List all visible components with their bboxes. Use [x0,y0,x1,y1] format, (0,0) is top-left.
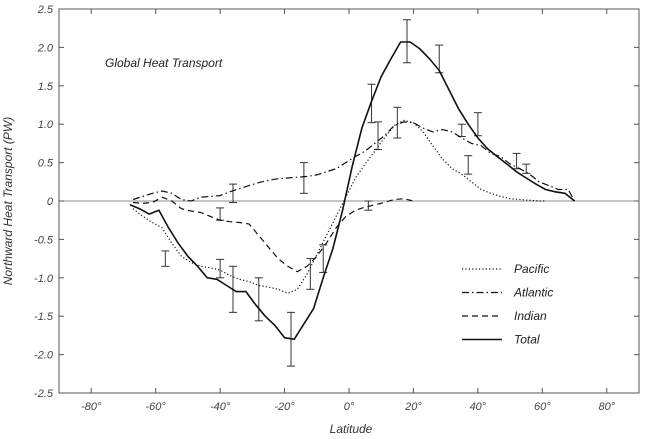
error-bar [364,200,373,211]
error-bar [464,155,473,175]
y-tick-label: 0 [47,196,54,208]
error-bar [522,163,531,174]
series-line-total [129,41,576,341]
y-tick-label: 2.5 [37,4,54,16]
series-line-indian [133,196,414,273]
error-bar [254,277,263,322]
error-bar [229,183,237,204]
y-tick-label: -1.5 [34,311,54,323]
error-bar [216,207,225,221]
y-tick-label: -1.0 [34,273,54,285]
y-tick-label: 2.0 [37,42,54,54]
error-bar [306,258,315,290]
x-axis-ticks: -80° -60° -40° -20° 0° 20° 40° 60° 80° [81,9,616,413]
legend-label-pacific: Pacific [514,262,549,276]
y-tick-label: 0.5 [38,158,54,170]
chart-title: Global Heat Transport [105,56,223,70]
series-lines [129,41,576,341]
x-tick-label: 80° [598,401,615,413]
x-tick-label: 60° [534,401,551,413]
x-tick-label: 40° [470,401,487,413]
error-bar [473,112,482,137]
legend-label-indian: Indian [514,309,547,323]
legend-label-atlantic: Atlantic [513,286,553,300]
legend: Pacific Atlantic Indian Total [462,262,553,347]
series-line-pacific [132,119,546,294]
y-tick-label: 1.5 [38,81,54,93]
error-bar [374,121,382,151]
y-tick-label: -0.5 [34,234,54,246]
x-tick-label: -20° [274,401,295,413]
error-bar [299,162,308,194]
x-tick-label: -80° [81,401,102,413]
y-tick-label: -2.5 [34,388,54,400]
x-axis-label: Latitude [330,422,373,436]
y-tick-label: 1.0 [38,119,54,131]
x-tick-label: 20° [404,401,422,413]
x-tick-label: -60° [146,401,167,413]
y-axis-label: Northward Heat Transport (PW) [1,117,15,286]
error-bar [161,250,170,267]
y-axis-ticks: 2.5 2.0 1.5 1.0 0.5 0 -0.5 -1.0 -1.5 -2.0 -2.5 [34,4,639,400]
error-bar [393,106,402,139]
error-bar [216,258,225,279]
x-tick-label: 0° [344,401,355,413]
error-bar [457,123,466,137]
x-tick-label: -40° [210,401,231,413]
legend-label-total: Total [514,333,540,347]
error-bar [435,44,444,74]
y-tick-label: -2.0 [34,350,54,362]
